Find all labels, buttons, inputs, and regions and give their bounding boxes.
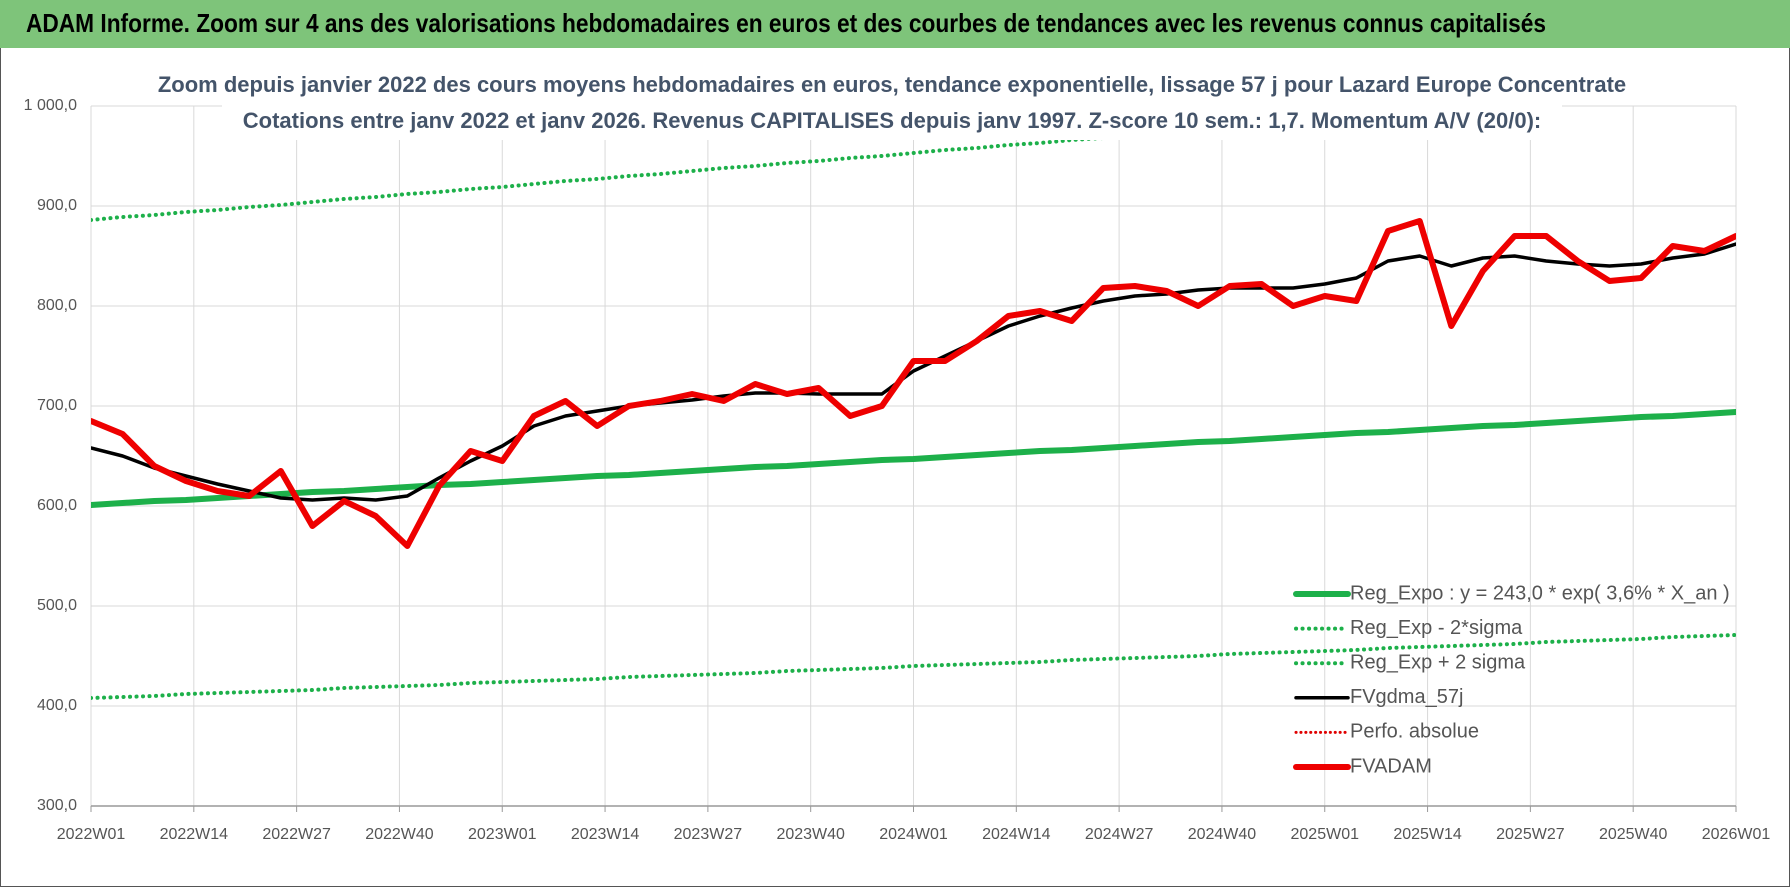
x-tick-label: 2022W14 bbox=[160, 826, 229, 843]
legend-label: Reg_Exp + 2 sigma bbox=[1350, 651, 1526, 673]
banner bbox=[0, 0, 1790, 48]
y-tick-label: 300,0 bbox=[37, 797, 77, 814]
x-tick-label: 2023W01 bbox=[468, 826, 537, 843]
chart-title: Zoom depuis janvier 2022 des cours moyen… bbox=[158, 72, 1626, 97]
x-tick-label: 2025W40 bbox=[1599, 826, 1668, 843]
y-tick-label: 700,0 bbox=[37, 397, 77, 414]
legend-label: Reg_Exp - 2*sigma bbox=[1350, 617, 1523, 639]
banner-title: ADAM Informe. Zoom sur 4 ans des valoris… bbox=[26, 8, 1546, 38]
legend-label: FVgdma_57j bbox=[1350, 686, 1463, 708]
x-tick-label: 2025W01 bbox=[1291, 826, 1360, 843]
series-line bbox=[91, 409, 1736, 508]
legend-label: FVADAM bbox=[1350, 755, 1432, 777]
y-tick-label: 1 000,0 bbox=[24, 97, 77, 114]
x-tick-label: 2025W27 bbox=[1496, 826, 1565, 843]
chart-subtitle: Cotations entre janv 2022 et janv 2026. … bbox=[243, 108, 1541, 133]
x-tick-label: 2024W01 bbox=[879, 826, 948, 843]
title-backdrop bbox=[222, 68, 1562, 140]
series-line bbox=[91, 106, 1515, 222]
series-line bbox=[91, 218, 1736, 549]
x-tick-label: 2023W14 bbox=[571, 826, 640, 843]
x-tick-label: 2024W40 bbox=[1188, 826, 1257, 843]
y-tick-label: 500,0 bbox=[37, 597, 77, 614]
x-tick-label: 2022W27 bbox=[262, 826, 331, 843]
series-line bbox=[91, 242, 1736, 502]
legend-label: Perfo. absolue bbox=[1350, 721, 1479, 743]
y-tick-label: 400,0 bbox=[37, 697, 77, 714]
x-tick-label: 2023W40 bbox=[776, 826, 845, 843]
y-tick-label: 800,0 bbox=[37, 297, 77, 314]
series-line bbox=[91, 633, 1736, 700]
legend-label: Reg_Expo : y = 243,0 * exp( 3,6% * X_an … bbox=[1350, 582, 1730, 604]
x-tick-label: 2025W14 bbox=[1393, 826, 1462, 843]
y-tick-label: 900,0 bbox=[37, 197, 77, 214]
x-tick-label: 2024W14 bbox=[982, 826, 1051, 843]
x-tick-label: 2023W27 bbox=[674, 826, 743, 843]
x-tick-label: 2024W27 bbox=[1085, 826, 1154, 843]
x-tick-label: 2026W01 bbox=[1702, 826, 1771, 843]
y-tick-label: 600,0 bbox=[37, 497, 77, 514]
plot-lines bbox=[91, 106, 1736, 700]
x-tick-label: 2022W01 bbox=[57, 826, 126, 843]
legend: Reg_Expo : y = 243,0 * exp( 3,6% * X_an … bbox=[1293, 582, 1730, 777]
grid: 300,0 400,0 500,0 600,0 700,0 800,0 900,0 1 000… bbox=[24, 97, 1771, 843]
x-tick-label: 2022W40 bbox=[365, 826, 434, 843]
